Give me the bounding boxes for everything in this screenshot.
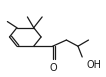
Text: O: O — [49, 63, 57, 73]
Text: OH: OH — [87, 60, 102, 70]
